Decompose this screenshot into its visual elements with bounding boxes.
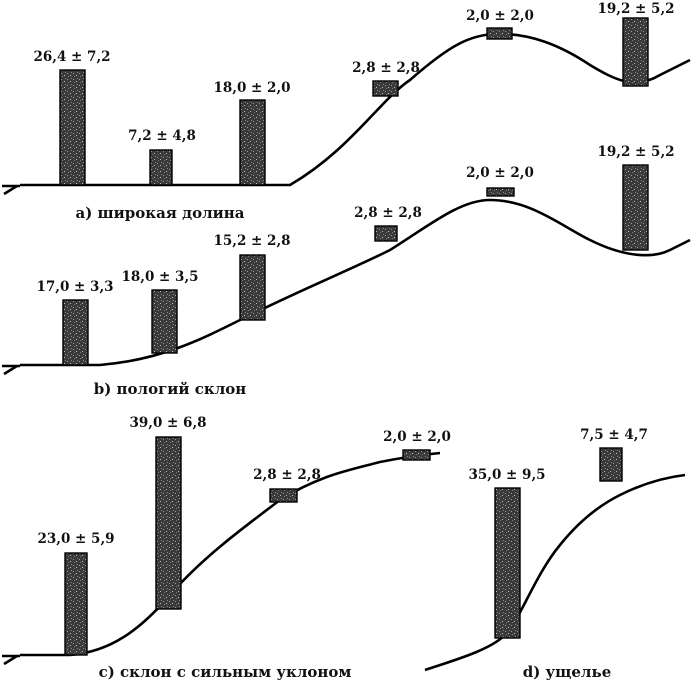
panel-c-bar-2: [155, 436, 182, 610]
panel-c-ground-profile: [20, 451, 441, 657]
panel-c-bar-4: [402, 449, 431, 461]
panel-a-value-3: 18,0 ± 2,0: [213, 80, 290, 96]
panel-d-value-1: 35,0 ± 9,5: [468, 467, 545, 483]
panel-b-ground-profile: [20, 198, 691, 367]
panel-c-value-1: 23,0 ± 5,9: [37, 531, 114, 547]
panel-a-bar-5: [486, 27, 513, 40]
panel-c-ground-tick: [2, 654, 20, 666]
panel-a-value-4: 2,8 ± 2,8: [352, 60, 420, 76]
panel-a-value-6: 19,2 ± 5,2: [597, 1, 674, 17]
panel-d-ground-profile: [424, 473, 686, 672]
panel-b-value-6: 19,2 ± 5,2: [597, 144, 674, 160]
panel-b-bar-1: [62, 299, 89, 366]
panel-a: 26,4 ± 7,2 7,2 ± 4,8 18,0 ± 2,0 2,8 ± 2,…: [2, 1, 691, 222]
panel-b-caption: b) пологий склон: [94, 380, 247, 398]
panel-b-bar-4: [374, 225, 398, 242]
panel-a-caption: a) широкая долина: [75, 204, 244, 222]
panel-a-value-1: 26,4 ± 7,2: [33, 49, 110, 65]
panel-b-bar-5: [486, 187, 515, 197]
panel-a-bar-4: [372, 80, 399, 97]
panel-a-bar-1: [59, 69, 86, 186]
panel-b: 17,0 ± 3,3 18,0 ± 3,5 15,2 ± 2,8 2,8 ± 2…: [2, 144, 691, 398]
panel-b-value-4: 2,8 ± 2,8: [354, 205, 422, 221]
panel-a-value-2: 7,2 ± 4,8: [128, 128, 196, 144]
panel-b-bar-3: [239, 254, 266, 321]
panel-b-bar-2: [151, 289, 178, 354]
panel-d-bar-2: [599, 447, 623, 482]
panel-a-bar-6: [622, 17, 649, 87]
panel-b-value-3: 15,2 ± 2,8: [213, 233, 290, 249]
panel-c-bar-1: [64, 552, 88, 656]
panel-c-value-2: 39,0 ± 6,8: [129, 415, 206, 431]
panel-b-bar-6: [622, 164, 649, 251]
panel-a-value-5: 2,0 ± 2,0: [466, 8, 534, 24]
panel-c-bar-3: [269, 488, 298, 503]
panel-a-bar-2: [149, 149, 173, 186]
panel-c-caption: c) склон с сильным уклоном: [99, 663, 352, 681]
panel-c: 23,0 ± 5,9 39,0 ± 6,8 2,8 ± 2,8 2,0 ± 2,…: [2, 415, 451, 681]
panel-d-bar-1: [494, 487, 521, 639]
panel-a-ground-profile: [20, 32, 691, 187]
panel-c-value-4: 2,0 ± 2,0: [383, 429, 451, 445]
panel-d-value-2: 7,5 ± 4,7: [580, 427, 648, 443]
panel-d-caption: d) ущелье: [523, 663, 611, 681]
panel-d: 35,0 ± 9,5 7,5 ± 4,7 d) ущелье: [424, 427, 686, 681]
panel-b-ground-tick: [2, 364, 20, 376]
panel-b-value-1: 17,0 ± 3,3: [36, 279, 113, 295]
panel-a-ground-tick: [2, 184, 20, 196]
panel-a-bar-3: [239, 99, 266, 186]
panel-b-value-2: 18,0 ± 3,5: [121, 269, 198, 285]
panel-b-value-5: 2,0 ± 2,0: [466, 165, 534, 181]
panel-c-value-3: 2,8 ± 2,8: [253, 467, 321, 483]
